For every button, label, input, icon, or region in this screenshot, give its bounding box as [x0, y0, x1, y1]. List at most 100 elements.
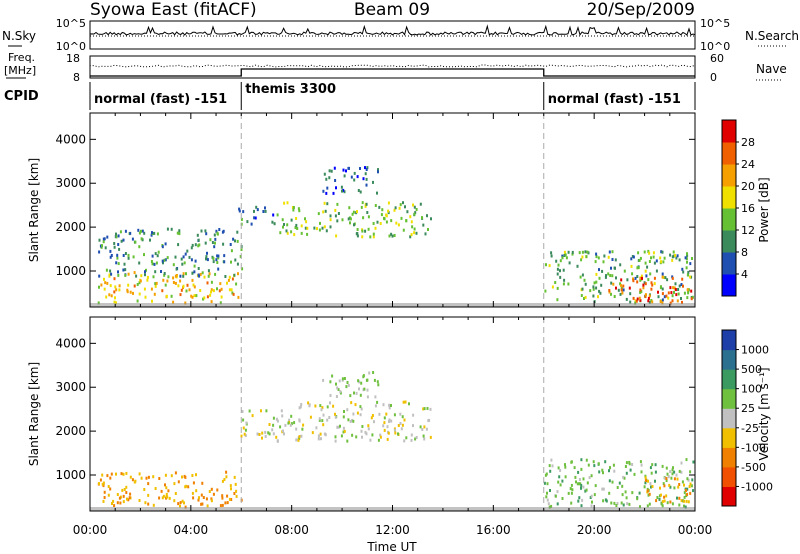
scatter-cell — [618, 481, 621, 485]
scatter-cell — [133, 284, 136, 288]
scatter-cell — [691, 478, 694, 482]
scatter-cell — [210, 288, 213, 292]
scatter-cell — [419, 425, 422, 429]
scatter-cell — [557, 466, 560, 470]
scatter-cell — [110, 254, 113, 257]
scatter-cell — [207, 274, 210, 278]
scatter-cell — [336, 219, 339, 223]
nave-top-tick: 60 — [710, 52, 724, 65]
scatter-cell — [692, 489, 694, 493]
scatter-cell — [690, 484, 693, 488]
scatter-cell — [290, 422, 293, 426]
scatter-cell — [213, 245, 216, 249]
scatter-cell — [681, 277, 684, 281]
nave-bottom-tick: 0 — [710, 71, 717, 84]
scatter-cell — [578, 496, 581, 500]
scatter-cell — [421, 216, 423, 220]
scatter-cell — [182, 274, 185, 278]
scatter-cell — [126, 497, 128, 501]
scatter-cell — [647, 479, 649, 483]
scatter-cell — [607, 255, 610, 259]
scatter-cell — [555, 259, 558, 263]
scatter-cell — [271, 220, 274, 224]
scatter-cell — [359, 167, 361, 170]
scatter-cell — [207, 269, 210, 273]
scatter-cell — [208, 490, 211, 493]
scatter-cell — [609, 466, 611, 470]
scatter-cell — [576, 264, 579, 268]
scatter-cell — [620, 278, 623, 282]
colorbar-segment — [722, 427, 736, 448]
scatter-cell — [660, 493, 662, 497]
scatter-cell — [676, 477, 679, 481]
scatter-cell — [289, 423, 292, 427]
scatter-cell — [631, 272, 634, 276]
scatter-cell — [104, 281, 107, 285]
scatter-cell — [106, 281, 109, 285]
scatter-cell — [578, 251, 581, 255]
scatter-cell — [382, 424, 385, 428]
scatter-cell — [177, 243, 180, 247]
scatter-cell — [118, 284, 121, 288]
scatter-cell — [677, 288, 680, 291]
cpid-mode-label: normal (fast) -151 — [548, 92, 681, 107]
scatter-cell — [325, 177, 328, 181]
scatter-cell — [230, 498, 233, 501]
scatter-cell — [597, 295, 599, 299]
scatter-cell — [385, 214, 388, 218]
scatter-cell — [228, 288, 231, 292]
scatter-cell — [197, 238, 200, 242]
scatter-cell — [339, 390, 342, 394]
scatter-cell — [334, 179, 337, 182]
scatter-cell — [667, 296, 670, 300]
scatter-cell — [164, 258, 167, 262]
scatter-cell — [163, 258, 166, 262]
scatter-cell — [272, 432, 275, 436]
scatter-cell — [558, 475, 561, 479]
scatter-cell — [667, 291, 670, 295]
scatter-cell — [582, 485, 585, 489]
scatter-cell — [367, 424, 370, 428]
nsearch-bottom-tick: 10^0 — [700, 40, 730, 53]
scatter-cell — [287, 421, 290, 425]
scatter-cell — [561, 256, 564, 260]
scatter-cell — [423, 437, 426, 441]
scatter-cell — [141, 229, 144, 233]
scatter-cell — [105, 295, 108, 299]
scatter-cell — [286, 201, 289, 205]
scatter-cell — [342, 415, 345, 419]
scatter-cell — [386, 425, 389, 429]
scatter-cell — [571, 250, 574, 254]
scatter-cell — [364, 172, 367, 176]
freq-top-tick: 18 — [66, 52, 80, 65]
scatter-cell — [362, 177, 365, 181]
scatter-cell — [675, 256, 678, 260]
scatter-cell — [611, 274, 614, 278]
y-tick-label: 4000 — [55, 132, 86, 146]
scatter-cell — [125, 471, 128, 475]
scatter-cell — [182, 272, 185, 276]
scatter-cell — [602, 471, 604, 475]
scatter-cell — [659, 486, 661, 490]
scatter-cell — [132, 291, 134, 295]
scatter-cell — [580, 458, 583, 462]
scatter-cell — [163, 273, 166, 277]
scatter-cell — [281, 218, 284, 222]
scatter-cell — [549, 469, 552, 473]
scatter-cell — [226, 501, 229, 505]
colorbar-tick-label: 28 — [741, 136, 755, 149]
scatter-cell — [140, 476, 143, 480]
scatter-cell — [286, 231, 289, 235]
scatter-cell — [661, 301, 664, 305]
scatter-cell — [388, 403, 391, 407]
scatter-cell — [351, 212, 354, 216]
scatter-cell — [666, 472, 669, 476]
scatter-cell — [127, 498, 130, 502]
y-tick-label: 2000 — [55, 424, 86, 438]
scatter-cell — [602, 487, 605, 491]
scatter-cell — [272, 416, 275, 420]
scatter-cell — [397, 223, 400, 227]
scatter-cell — [581, 255, 584, 259]
scatter-cell — [570, 501, 573, 505]
scatter-cell — [365, 177, 368, 181]
